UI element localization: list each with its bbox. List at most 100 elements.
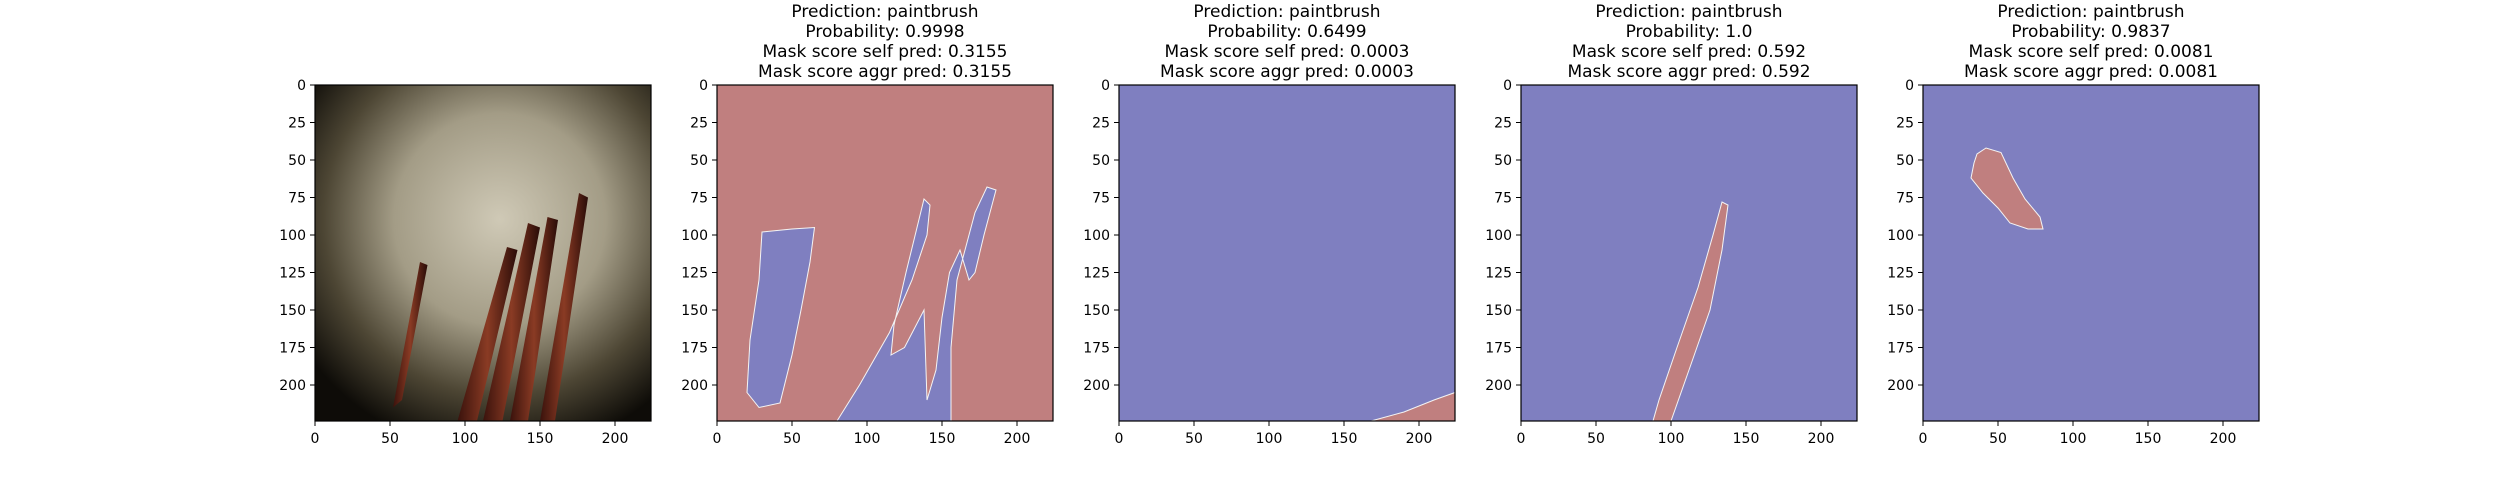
y-tick-label: 50 [288,153,306,169]
panel-3: 0 50 100 150 200 0 25 50 75 100 125 150 175 200 Predic… [1083,2,1456,447]
panel-5: 0 50 100 150 200 0 25 50 75 100 125 150 175 200 Predic… [1887,2,2260,447]
y-tick-label: 175 [279,341,306,357]
y-tick-label: 50 [1092,153,1110,169]
panel-title-line: Mask score self pred: 0.0003 [1165,42,1410,62]
paintbrush-shape-2 [457,247,518,421]
mask-region-1 [746,226,816,409]
y-tick-label: 75 [1896,191,1914,207]
y-tick-label: 25 [1494,116,1512,132]
panel-title-line: Mask score aggr pred: 0.0081 [1964,62,2218,82]
panel-4: 0 50 100 150 200 0 25 50 75 100 125 150 175 200 Predic… [1485,2,1858,447]
y-tick-label: 125 [681,266,708,282]
x-tick-label: 200 [1406,431,1433,447]
paintbrush-shape-4 [510,217,558,421]
panel-1: 0 50 100 150 200 0 25 50 75 100 125 150 175 200 [279,78,652,447]
x-tick-label: 100 [854,431,881,447]
y-tick-label: 0 [1101,78,1110,94]
x-tick-label: 200 [1808,431,1835,447]
y-tick-label: 175 [1887,341,1914,357]
y-tick-label: 75 [690,191,708,207]
mask-region-2 [836,186,997,422]
y-tick-label: 0 [297,78,306,94]
y-tick-label: 50 [690,153,708,169]
x-tick-label: 100 [2060,431,2087,447]
x-tick-label: 200 [1004,431,1031,447]
panel-2: 0 50 100 150 200 0 25 50 75 100 125 150 175 200 Predic… [681,2,1054,447]
y-tick-label: 100 [681,228,708,244]
y-tick-label: 50 [1896,153,1914,169]
axes-frame [1922,84,2260,422]
x-tick-label: 150 [929,431,956,447]
panel-title-line: Probability: 1.0 [1626,22,1753,42]
panel-title-line: Prediction: paintbrush [791,2,978,22]
y-tick-label: 150 [1083,303,1110,319]
panel-title-line: Probability: 0.9837 [2011,22,2170,42]
y-tick-label: 200 [279,378,306,394]
x-tick-label: 0 [1115,431,1124,447]
mask-region-1 [1652,201,1729,422]
x-tick-label: 0 [1919,431,1928,447]
x-tick-label: 200 [2210,431,2237,447]
panel-title-line: Prediction: paintbrush [1595,2,1782,22]
x-tick-label: 150 [1331,431,1358,447]
y-tick-label: 100 [1887,228,1914,244]
y-tick-label: 175 [1485,341,1512,357]
x-tick-label: 150 [527,431,554,447]
y-tick-label: 125 [279,266,306,282]
y-tick-label: 200 [1083,378,1110,394]
x-tick-label: 50 [381,431,399,447]
x-tick-label: 150 [2135,431,2162,447]
x-tick-label: 200 [602,431,629,447]
panel-title-line: Mask score aggr pred: 0.3155 [758,62,1012,82]
y-tick-label: 100 [1083,228,1110,244]
x-tick-label: 50 [1989,431,2007,447]
axes-frame [716,84,1054,422]
y-tick-label: 0 [1503,78,1512,94]
x-tick-label: 0 [311,431,320,447]
y-tick-label: 25 [690,116,708,132]
y-tick-label: 175 [1083,341,1110,357]
y-tick-label: 175 [681,341,708,357]
y-tick-label: 25 [288,116,306,132]
panel-title-line: Mask score self pred: 0.592 [1572,42,1806,62]
paintbrush-shape-5 [540,193,588,421]
y-tick-label: 150 [1485,303,1512,319]
y-tick-label: 100 [1485,228,1512,244]
y-tick-label: 25 [1092,116,1110,132]
paintbrush-shape-1 [393,262,428,408]
y-tick-label: 25 [1896,116,1914,132]
x-tick-label: 50 [783,431,801,447]
axes-frame [1118,84,1456,422]
y-tick-label: 200 [1887,378,1914,394]
y-tick-label: 125 [1083,266,1110,282]
panel-title-line: Probability: 0.6499 [1207,22,1366,42]
y-tick-label: 75 [1092,191,1110,207]
panel-title-line: Prediction: paintbrush [1997,2,2184,22]
y-tick-label: 0 [699,78,708,94]
axes-frame [314,84,652,422]
y-tick-label: 150 [681,303,708,319]
panel-title-line: Mask score self pred: 0.0081 [1969,42,2214,62]
panel-title-line: Mask score self pred: 0.3155 [763,42,1008,62]
y-tick-label: 200 [681,378,708,394]
y-tick-label: 75 [1494,191,1512,207]
x-tick-label: 0 [713,431,722,447]
y-tick-label: 100 [279,228,306,244]
mask-background [1119,85,1455,421]
panel-title-line: Probability: 0.9998 [805,22,964,42]
x-tick-label: 100 [1658,431,1685,447]
y-tick-label: 75 [288,191,306,207]
y-tick-label: 125 [1485,266,1512,282]
y-tick-label: 0 [1905,78,1914,94]
x-tick-label: 0 [1517,431,1526,447]
y-tick-label: 150 [279,303,306,319]
mask-background [1923,85,2259,421]
y-tick-label: 200 [1485,378,1512,394]
x-tick-label: 50 [1587,431,1605,447]
paintbrush-shape-3 [483,223,540,421]
x-tick-label: 50 [1185,431,1203,447]
mask-region-1 [1970,147,2044,230]
x-tick-label: 100 [1256,431,1283,447]
y-tick-label: 125 [1887,266,1914,282]
